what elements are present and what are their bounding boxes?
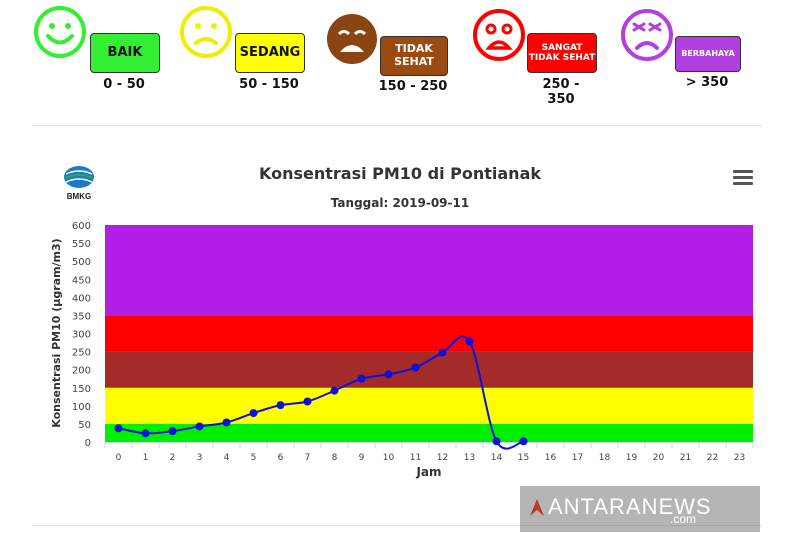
neutral-icon bbox=[180, 6, 232, 58]
antaranews-watermark: ANTARANEWS .com bbox=[520, 486, 760, 532]
data-point bbox=[141, 429, 150, 438]
data-point bbox=[168, 427, 177, 436]
category-badge-tidak-sehat: TIDAK SEHAT bbox=[380, 36, 448, 76]
distressed-icon bbox=[473, 9, 525, 61]
data-point bbox=[357, 374, 366, 383]
x-tick-label: 5 bbox=[251, 453, 257, 463]
data-point bbox=[411, 363, 420, 372]
category-range: > 350 bbox=[685, 75, 729, 90]
divider bbox=[32, 125, 762, 126]
chart-title: Konsentrasi PM10 di Pontianak bbox=[259, 164, 541, 183]
y-tick-label: 100 bbox=[72, 402, 91, 413]
crying-icon bbox=[327, 14, 377, 64]
watermark-sub: .com bbox=[670, 512, 697, 526]
bmkg-logo: BMKG bbox=[64, 166, 94, 201]
plot-band bbox=[105, 225, 753, 316]
x-tick-label: 4 bbox=[224, 453, 230, 463]
x-tick-label: 23 bbox=[734, 453, 745, 463]
y-tick-label: 0 bbox=[85, 438, 91, 449]
angry-icon bbox=[621, 9, 673, 61]
data-point bbox=[438, 348, 447, 357]
plot-band bbox=[105, 423, 753, 442]
data-point bbox=[114, 424, 123, 433]
bmkg-logo-text: BMKG bbox=[67, 192, 91, 201]
x-tick-label: 8 bbox=[332, 453, 338, 463]
data-point bbox=[330, 386, 339, 395]
series-line bbox=[118, 335, 524, 450]
category-range: 250 - 350 bbox=[542, 77, 580, 107]
data-point bbox=[303, 397, 312, 406]
menu-icon[interactable] bbox=[733, 170, 753, 186]
data-point bbox=[195, 422, 204, 431]
y-tick-label: 400 bbox=[72, 293, 91, 304]
x-tick-label: 17 bbox=[572, 453, 583, 463]
x-tick-label: 15 bbox=[518, 453, 529, 463]
category-range: 50 - 150 bbox=[239, 77, 299, 92]
category-badge-sedang: SEDANG bbox=[235, 33, 305, 73]
x-tick-label: 3 bbox=[197, 453, 203, 463]
x-tick-label: 16 bbox=[545, 453, 557, 463]
antara-logo-icon bbox=[530, 499, 544, 516]
x-tick-label: 6 bbox=[278, 453, 284, 463]
x-tick-label: 18 bbox=[599, 453, 611, 463]
category-label: BAIK bbox=[107, 44, 143, 60]
data-point bbox=[492, 437, 501, 446]
x-tick-label: 11 bbox=[410, 453, 421, 463]
category-label-line1: SANGAT bbox=[541, 42, 583, 53]
x-tick-label: 13 bbox=[464, 453, 475, 463]
x-tick-label: 14 bbox=[491, 453, 503, 463]
y-tick-label: 50 bbox=[78, 420, 91, 431]
category-label-line1: TIDAK bbox=[395, 42, 433, 56]
x-tick-label: 22 bbox=[707, 453, 718, 463]
category-badge-berbahaya: BERBAHAYA bbox=[675, 36, 741, 72]
x-tick-label: 20 bbox=[653, 453, 665, 463]
x-tick-label: 9 bbox=[359, 453, 365, 463]
smile-icon bbox=[34, 6, 86, 58]
data-point bbox=[222, 418, 231, 427]
data-point bbox=[276, 401, 285, 410]
category-range: 150 - 250 bbox=[378, 79, 448, 94]
y-tick-label: 600 bbox=[72, 221, 91, 232]
x-tick-label: 21 bbox=[680, 453, 691, 463]
y-tick-label: 500 bbox=[72, 257, 91, 268]
x-tick-label: 7 bbox=[305, 453, 311, 463]
x-axis-label: Jam bbox=[415, 465, 441, 479]
x-tick-label: 0 bbox=[116, 453, 122, 463]
category-label-line2: TIDAK SEHAT bbox=[528, 53, 596, 63]
y-tick-label: 300 bbox=[72, 330, 91, 341]
x-tick-label: 1 bbox=[143, 453, 149, 463]
data-point bbox=[384, 370, 393, 379]
y-tick-label: 350 bbox=[72, 311, 91, 322]
y-tick-label: 450 bbox=[72, 275, 91, 286]
y-tick-label: 200 bbox=[72, 366, 91, 377]
plot-band bbox=[105, 351, 753, 388]
plot-band bbox=[105, 387, 753, 424]
category-label: SEDANG bbox=[239, 44, 301, 60]
category-label-line2: SEHAT bbox=[394, 55, 434, 68]
category-badge-sangat-tidak-sehat: SANGAT TIDAK SEHAT bbox=[527, 33, 597, 73]
x-tick-label: 2 bbox=[170, 453, 176, 463]
watermark-text: ANTARANEWS bbox=[548, 494, 712, 519]
aqi-legend: BAIK 0 - 50 SEDANG 50 - 150 TIDAK SEHAT … bbox=[0, 0, 800, 125]
x-tick-label: 19 bbox=[626, 453, 638, 463]
x-tick-label: 12 bbox=[437, 453, 448, 463]
x-tick-label: 10 bbox=[383, 453, 395, 463]
category-badge-baik: BAIK bbox=[90, 33, 160, 73]
data-point bbox=[465, 337, 474, 346]
chart-subtitle: Tanggal: 2019-09-11 bbox=[331, 196, 469, 210]
plot-band bbox=[105, 315, 753, 352]
y-axis-label: Konsentrasi PM10 (µgram/m3) bbox=[50, 238, 63, 427]
category-label: BERBAHAYA bbox=[681, 49, 735, 59]
divider bbox=[32, 525, 762, 526]
data-point bbox=[249, 409, 258, 418]
y-tick-label: 150 bbox=[72, 384, 91, 395]
category-range: 0 - 50 bbox=[103, 77, 145, 92]
y-tick-label: 550 bbox=[72, 239, 91, 250]
y-tick-label: 250 bbox=[72, 348, 91, 359]
data-point bbox=[519, 437, 528, 446]
